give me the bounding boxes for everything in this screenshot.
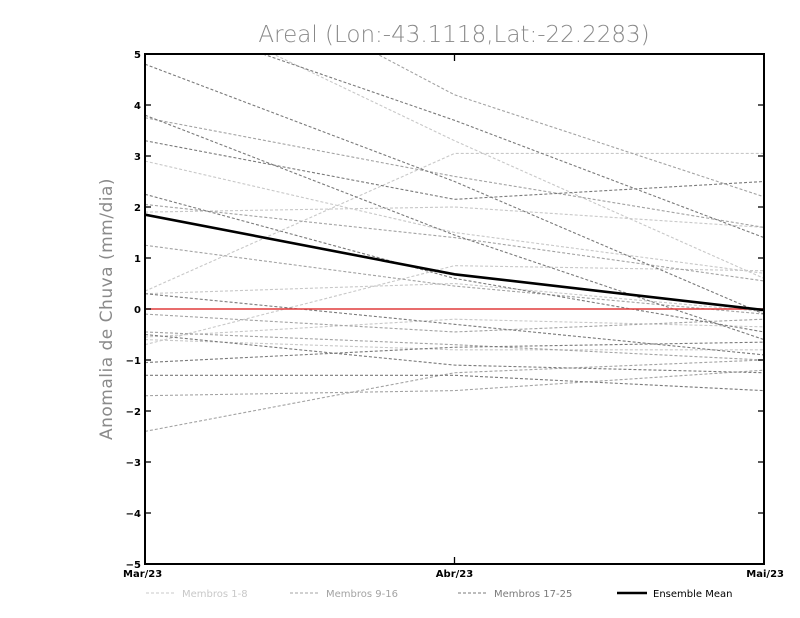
- y-tick-label: −5: [126, 560, 141, 571]
- legend-label: Ensemble Mean: [653, 589, 732, 600]
- ensemble-mean-line: [145, 213, 764, 312]
- y-tick-label: 5: [134, 50, 141, 61]
- y-tick-label: 4: [134, 101, 141, 112]
- member-line-14: [145, 359, 764, 432]
- member-line-13: [145, 369, 764, 397]
- member-line-19: [145, 114, 764, 341]
- ensemble-mean-layer: [145, 213, 764, 312]
- legend-label: Membros 9-16: [326, 589, 398, 600]
- member-line-18: [145, 140, 764, 200]
- y-tick-label: −2: [126, 407, 141, 418]
- member-line-21: [145, 193, 764, 333]
- member-line-25: [145, 333, 764, 374]
- x-tick-label: Mai/23: [746, 569, 784, 580]
- y-tick-label: −3: [126, 458, 141, 469]
- member-line-11: [145, 203, 764, 282]
- member-line-5: [145, 265, 764, 346]
- member-line-15: [145, 244, 764, 315]
- legend-label: Membros 17-25: [494, 589, 572, 600]
- member-line-24: [145, 374, 764, 392]
- member-line-7: [145, 339, 764, 351]
- y-tick-label: 2: [134, 203, 141, 214]
- y-ticks: −5 −4 −3 −2 −1 0 1 2 3 4 5: [126, 50, 764, 571]
- member-line-4: [145, 206, 764, 228]
- member-line-17: [145, 63, 764, 315]
- y-tick-label: −1: [126, 356, 141, 367]
- member-line-22: [145, 293, 764, 356]
- member-line-23: [145, 341, 764, 364]
- x-tick-label: Abr/23: [436, 569, 473, 580]
- member-line-16: [145, 331, 764, 361]
- member-line-8: [145, 282, 764, 313]
- member-line-12: [145, 313, 764, 333]
- member-line-2: [145, 160, 764, 274]
- member-line-20: [261, 54, 764, 239]
- member-line-10: [145, 117, 764, 228]
- y-axis-label: Anomalia de Chuva (mm/dia): [97, 178, 117, 440]
- x-ticks: Mar/23 Abr/23 Mai/23: [123, 54, 784, 580]
- series-layer: [145, 54, 764, 432]
- y-tick-label: 0: [134, 305, 141, 316]
- y-tick-label: 1: [134, 254, 141, 265]
- legend: Membros 1-8 Membros 9-16 Membros 17-25 Ense…: [146, 589, 732, 600]
- member-line-9: [375, 54, 764, 198]
- member-line-6: [145, 318, 764, 338]
- x-tick-label: Mar/23: [123, 569, 162, 580]
- chart-title: Areal (Lon:-43.1118,Lat:-22.2283): [258, 22, 649, 48]
- y-tick-label: −4: [126, 509, 141, 520]
- y-tick-label: 3: [134, 152, 141, 163]
- legend-label: Membros 1-8: [182, 589, 248, 600]
- member-line-3: [145, 152, 764, 292]
